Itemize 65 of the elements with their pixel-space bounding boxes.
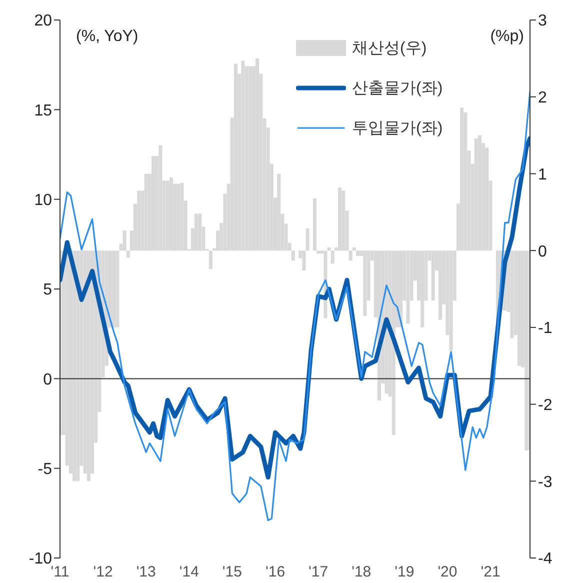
bar xyxy=(431,250,435,301)
bar xyxy=(234,64,238,251)
bar xyxy=(158,145,162,251)
bar xyxy=(291,250,295,261)
bar xyxy=(126,250,130,258)
x-tick-label: '21 xyxy=(480,564,500,581)
y-tick-label: 15 xyxy=(34,102,52,120)
bar xyxy=(356,250,360,256)
x-tick-label: '19 xyxy=(394,564,414,581)
bar xyxy=(342,190,346,251)
bar xyxy=(449,250,453,350)
y2-tick-label: -3 xyxy=(538,474,552,491)
y-tick-label: 0 xyxy=(43,371,52,388)
bar xyxy=(194,214,198,251)
x-tick-label: '17 xyxy=(308,564,328,581)
bar xyxy=(208,250,212,270)
bar xyxy=(312,198,316,251)
y2-tick-label: 3 xyxy=(538,12,547,30)
y2-tick-label: 2 xyxy=(538,90,547,107)
bar xyxy=(348,250,352,261)
y-axis-title: (%, YoY) xyxy=(76,28,138,46)
bar xyxy=(316,250,320,254)
bar xyxy=(277,174,281,251)
bar xyxy=(198,214,202,251)
bar xyxy=(363,250,367,316)
y2-axis-title: (%p) xyxy=(490,28,524,46)
y2-tick-label: 0 xyxy=(538,243,547,260)
bar xyxy=(352,247,356,251)
bar xyxy=(327,247,331,251)
x-tick-label: '18 xyxy=(352,564,372,581)
bar xyxy=(438,250,442,320)
x-tick-label: '12 xyxy=(93,564,113,581)
bar xyxy=(151,156,156,251)
bar xyxy=(338,188,342,251)
x-tick-label: '14 xyxy=(179,564,199,581)
x-tick-label: '11 xyxy=(50,564,70,581)
x-tick-label: '20 xyxy=(438,564,458,581)
bar xyxy=(406,250,410,324)
bar xyxy=(330,250,334,264)
bar xyxy=(517,250,521,366)
y-tick-label: 10 xyxy=(34,192,52,210)
bar xyxy=(306,228,310,251)
y2-tick-label: -1 xyxy=(538,320,552,338)
y-tick-label: -10 xyxy=(28,550,52,568)
y-tick-label: 5 xyxy=(43,282,52,299)
bar xyxy=(122,230,126,251)
legend-label: 산출물가(좌) xyxy=(352,78,443,98)
x-tick-label: '15 xyxy=(222,564,242,581)
y2-tick-label: -2 xyxy=(538,396,552,414)
bar xyxy=(524,250,528,450)
bar xyxy=(399,250,403,328)
bar xyxy=(420,250,424,328)
x-tick-label: '13 xyxy=(136,564,156,581)
bar xyxy=(116,250,120,328)
x-tick-label: '16 xyxy=(265,564,286,581)
legend-label: 투입물가(좌) xyxy=(352,118,443,138)
y2-tick-label: 1 xyxy=(538,166,547,184)
bar xyxy=(460,108,464,251)
bar xyxy=(478,135,482,251)
legend-label: 채산성(우) xyxy=(352,38,427,58)
y-tick-label: 20 xyxy=(34,12,52,30)
y2-tick-label: -4 xyxy=(538,550,552,568)
bar xyxy=(510,250,514,338)
bar xyxy=(302,250,306,271)
y-tick-label: -5 xyxy=(38,461,52,478)
